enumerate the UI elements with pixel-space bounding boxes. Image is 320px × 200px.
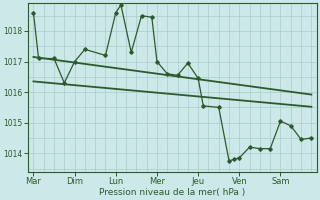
X-axis label: Pression niveau de la mer( hPa ): Pression niveau de la mer( hPa ): [99, 188, 245, 197]
